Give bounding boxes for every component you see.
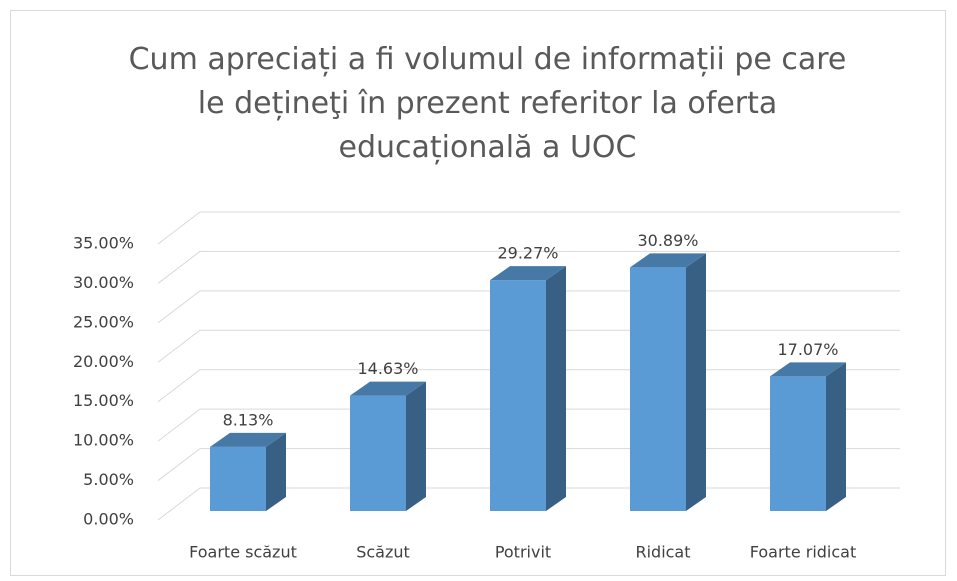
- bar-top: [210, 432, 286, 447]
- bar-top: [770, 362, 846, 377]
- x-tick-label: Scăzut: [356, 543, 410, 562]
- x-tick-label: Ridicat: [635, 543, 690, 562]
- grid-line: [157, 211, 900, 245]
- y-tick-label: 15.00%: [73, 391, 134, 410]
- bar-top: [630, 253, 706, 268]
- bar: [630, 253, 706, 511]
- y-tick-label: 5.00%: [83, 470, 134, 489]
- bar-front: [210, 446, 266, 511]
- bar-front: [630, 267, 686, 511]
- bar: [350, 381, 426, 511]
- x-tick-label: Potrivit: [495, 543, 551, 562]
- bar-top: [350, 381, 426, 396]
- value-label: 29.27%: [497, 244, 558, 263]
- bar: [770, 362, 846, 511]
- y-tick-label: 35.00%: [73, 234, 134, 253]
- y-tick-label: 20.00%: [73, 352, 134, 371]
- bar-top: [490, 266, 566, 281]
- bar-side: [266, 432, 286, 511]
- bar-front: [350, 395, 406, 511]
- y-tick-label: 25.00%: [73, 312, 134, 331]
- bar-side: [406, 381, 426, 511]
- chart-title: Cum apreciați a fi volumul de informații…: [128, 42, 847, 165]
- bar-front: [490, 280, 546, 511]
- x-tick-label: Foarte scăzut: [189, 543, 297, 562]
- bar: [210, 432, 286, 511]
- value-label: 8.13%: [223, 410, 274, 429]
- bar: [490, 266, 566, 511]
- chart-frame: [10, 10, 946, 576]
- x-tick-label: Foarte ridicat: [750, 543, 857, 562]
- y-tick-label: 0.00%: [83, 510, 134, 529]
- bar-front: [770, 376, 826, 511]
- value-label: 14.63%: [357, 359, 418, 378]
- value-label: 17.07%: [777, 340, 838, 359]
- value-label: 30.89%: [637, 231, 698, 250]
- bar-side: [546, 266, 566, 511]
- y-tick-label: 30.00%: [73, 273, 134, 292]
- bar-side: [826, 362, 846, 511]
- bar-side: [686, 253, 706, 511]
- grid-line: [157, 250, 900, 284]
- y-tick-label: 10.00%: [73, 431, 134, 450]
